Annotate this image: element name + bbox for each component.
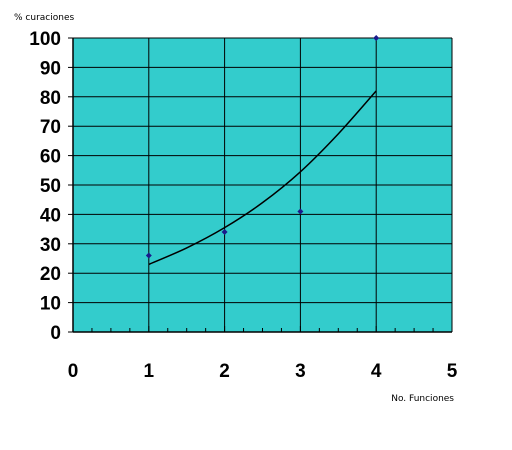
- x-tick-label: 2: [219, 361, 230, 382]
- data-points: [145, 35, 380, 259]
- trend-line: [148, 90, 377, 266]
- y-tick-label: 100: [29, 29, 61, 50]
- trend-line-series: [148, 90, 377, 266]
- x-tick-label: 1: [144, 361, 155, 382]
- y-tick-label: 50: [40, 176, 61, 197]
- x-tick-labels: 0 1 2 3 4 5: [68, 361, 458, 382]
- y-tick-label: 90: [40, 58, 61, 79]
- y-axis-title: % curaciones: [14, 13, 74, 23]
- y-tick-label: 40: [40, 205, 61, 226]
- data-point: [297, 208, 304, 215]
- y-tick-label: 0: [50, 323, 61, 344]
- y-tick-label: 10: [40, 294, 61, 315]
- y-tick-label: 20: [40, 264, 61, 285]
- tick-marks: [68, 37, 453, 333]
- x-tick-label: 0: [68, 361, 79, 382]
- data-point: [373, 35, 380, 41]
- data-point: [145, 252, 152, 259]
- y-tick-labels: 0 10 20 30 40 50 60 70 80 90 100: [29, 29, 61, 344]
- data-point: [221, 229, 228, 236]
- y-tick-label: 60: [40, 147, 61, 168]
- x-tick-label: 5: [447, 361, 458, 382]
- x-tick-label: 4: [371, 361, 382, 382]
- grid: [73, 37, 453, 332]
- y-tick-label: 30: [40, 235, 61, 256]
- y-tick-label: 80: [40, 88, 61, 109]
- x-axis-title: No. Funciones: [391, 394, 454, 404]
- x-tick-label: 3: [295, 361, 306, 382]
- y-tick-label: 70: [40, 117, 61, 138]
